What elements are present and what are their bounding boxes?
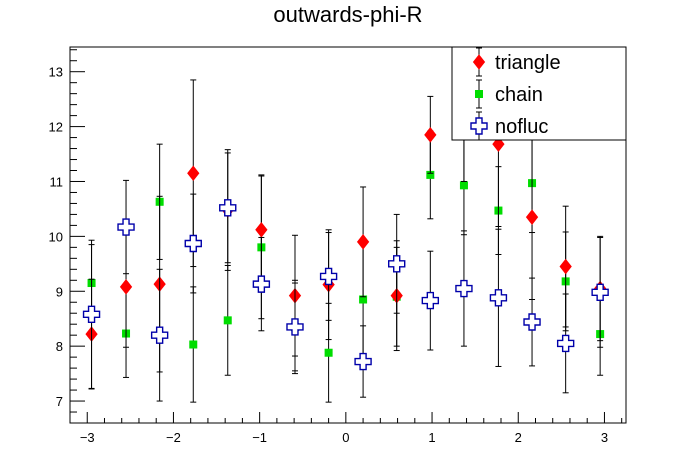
nofluc-point	[286, 318, 304, 336]
chain-point	[189, 340, 198, 349]
x-tick-label: −3	[80, 430, 95, 445]
series-layer	[82, 49, 609, 403]
triangle-point	[119, 279, 133, 295]
nofluc-point	[388, 255, 406, 273]
triangle-point	[187, 165, 200, 182]
nofluc-point	[252, 275, 271, 293]
legend-label-triangle: triangle	[495, 52, 561, 74]
triangle-point	[356, 234, 370, 250]
legend-label-chain: chain	[495, 84, 543, 106]
nofluc-point	[455, 279, 473, 298]
nofluc-point	[150, 326, 169, 344]
y-tick-label: 10	[49, 229, 63, 244]
legend: triangle chain nofluc	[451, 46, 627, 141]
legend-label-nofluc: nofluc	[495, 116, 548, 138]
nofluc-point	[354, 352, 372, 371]
chain-point	[426, 170, 435, 179]
chain-point	[459, 181, 468, 190]
y-tick-label: 8	[56, 339, 63, 354]
legend-marker-triangle	[472, 54, 486, 70]
nofluc-point	[556, 334, 575, 353]
chain-point	[359, 295, 368, 304]
nofluc-point	[523, 313, 541, 331]
nofluc-point	[184, 234, 202, 253]
x-tick-label: −2	[166, 430, 181, 445]
triangle-point	[255, 221, 268, 238]
triangle-point	[525, 209, 539, 225]
chart-title: outwards-phi-R	[273, 2, 422, 27]
chain-point	[324, 348, 333, 357]
plot-frame	[69, 46, 627, 424]
triangle-point	[492, 136, 505, 152]
y-tick-label: 11	[50, 174, 64, 189]
triangle-point	[424, 127, 437, 143]
x-tick-label: 1	[428, 430, 435, 445]
legend-marker-chain	[475, 90, 483, 98]
y-tick-label: 9	[56, 284, 63, 299]
chain-point	[223, 316, 232, 325]
x-tick-label: 3	[601, 430, 608, 445]
legend-marker-nofluc	[470, 117, 488, 135]
y-tick-label: 13	[49, 65, 63, 80]
nofluc-point	[117, 218, 135, 236]
nofluc-point	[319, 267, 338, 286]
y-tick-label: 7	[56, 394, 63, 409]
y-tick-label: 12	[49, 120, 63, 135]
nofluc-point	[219, 199, 237, 217]
triangle-point	[559, 258, 572, 275]
nofluc-point	[591, 283, 609, 302]
x-tick-label: 2	[515, 430, 522, 445]
nofluc-point	[82, 305, 101, 324]
x-tick-label: −1	[252, 430, 267, 445]
series-nofluc	[82, 152, 609, 402]
nofluc-point	[489, 289, 508, 307]
x-tick-label: 0	[342, 430, 349, 445]
nofluc-point	[421, 291, 440, 310]
